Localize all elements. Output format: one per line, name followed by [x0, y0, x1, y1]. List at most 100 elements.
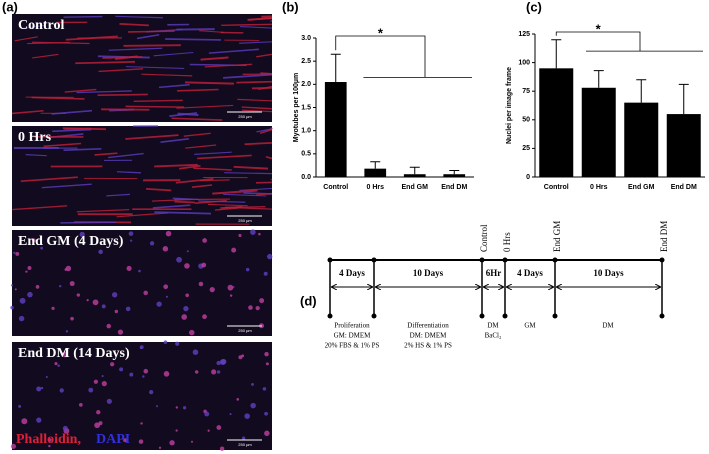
- texture: [152, 204, 191, 209]
- error-bar: [636, 79, 647, 103]
- timeline-dot: [371, 257, 377, 263]
- stain-legend: Phalloidin,: [16, 432, 81, 447]
- texture: [158, 83, 190, 89]
- texture: [208, 203, 248, 207]
- texture: [110, 362, 115, 367]
- texture: [126, 265, 132, 271]
- texture: [194, 151, 232, 155]
- texture: [175, 178, 214, 184]
- texture: [10, 305, 14, 310]
- y-tick-label: 1.0: [301, 128, 311, 135]
- texture: [101, 375, 104, 378]
- texture: [36, 386, 42, 392]
- texture: [160, 138, 189, 143]
- texture: [256, 128, 273, 133]
- phase-note: DM: [487, 322, 499, 330]
- texture: [76, 90, 132, 94]
- y-tick-label: 50: [522, 117, 530, 124]
- image-label: End GM (4 Days): [18, 234, 124, 249]
- scale-label: 250 µm: [238, 114, 252, 119]
- texture: [154, 211, 212, 215]
- texture: [233, 165, 269, 170]
- texture: [163, 371, 170, 377]
- texture: [154, 163, 198, 168]
- texture: [250, 229, 256, 235]
- texture: [223, 193, 267, 197]
- texture: [115, 15, 164, 19]
- texture: [241, 106, 273, 110]
- texture: [193, 167, 232, 171]
- texture: [125, 134, 179, 140]
- error-bar: [449, 170, 460, 175]
- texture: [207, 429, 210, 432]
- texture: [31, 41, 90, 45]
- texture: [241, 436, 246, 440]
- interval-label: 10 Days: [593, 268, 624, 278]
- y-tick-label: 0.5: [301, 151, 311, 158]
- timeline-dot: [327, 313, 333, 319]
- interval-label: 4 Days: [339, 268, 365, 278]
- texture: [102, 56, 143, 59]
- timeline-dot: [552, 313, 558, 319]
- bar: [403, 174, 426, 177]
- timeline-dot: [659, 313, 665, 319]
- error-bar: [678, 83, 689, 115]
- texture: [21, 24, 45, 30]
- texture: [25, 270, 28, 273]
- texture: [175, 429, 178, 432]
- texture: [188, 329, 195, 336]
- time-marker: Control: [479, 224, 489, 252]
- texture: [219, 359, 226, 365]
- texture: [79, 231, 85, 238]
- texture: [231, 247, 237, 253]
- texture: [264, 430, 270, 437]
- texture: [123, 438, 127, 443]
- texture: [255, 305, 260, 311]
- phase-note: DM: DMEM: [410, 332, 448, 340]
- bar: [443, 174, 466, 177]
- texture: [236, 398, 240, 401]
- texture: [20, 176, 78, 182]
- texture: [146, 188, 172, 192]
- texture: [69, 281, 75, 287]
- texture: [263, 271, 268, 276]
- texture: [108, 152, 144, 159]
- texture: [31, 96, 85, 100]
- texture: [32, 53, 59, 59]
- texture: [18, 404, 22, 408]
- texture: [13, 251, 16, 254]
- texture: [60, 221, 116, 224]
- texture: [198, 200, 246, 203]
- y-tick-label: 2.0: [301, 81, 311, 88]
- y-tick-label: 25: [522, 145, 530, 152]
- texture: [185, 293, 189, 298]
- texture: [51, 306, 55, 310]
- texture: [130, 239, 133, 242]
- texture: [169, 440, 175, 446]
- texture: [255, 192, 273, 196]
- timeline-dot: [327, 257, 333, 263]
- error-bar: [409, 166, 420, 175]
- texture: [125, 66, 185, 69]
- texture: [78, 403, 83, 407]
- texture: [94, 422, 101, 429]
- texture: [214, 207, 239, 211]
- texture: [98, 249, 103, 255]
- texture: [93, 379, 99, 384]
- texture: [158, 446, 162, 449]
- texture: [176, 256, 182, 263]
- texture: [27, 266, 32, 270]
- texture: [212, 189, 258, 195]
- texture: [156, 301, 162, 307]
- micrograph: [12, 230, 272, 336]
- texture: [260, 72, 273, 75]
- texture: [208, 48, 259, 54]
- texture: [136, 33, 160, 40]
- texture: [181, 314, 188, 320]
- texture: [244, 142, 273, 146]
- texture: [216, 370, 221, 374]
- texture: [35, 285, 40, 289]
- texture: [162, 246, 169, 252]
